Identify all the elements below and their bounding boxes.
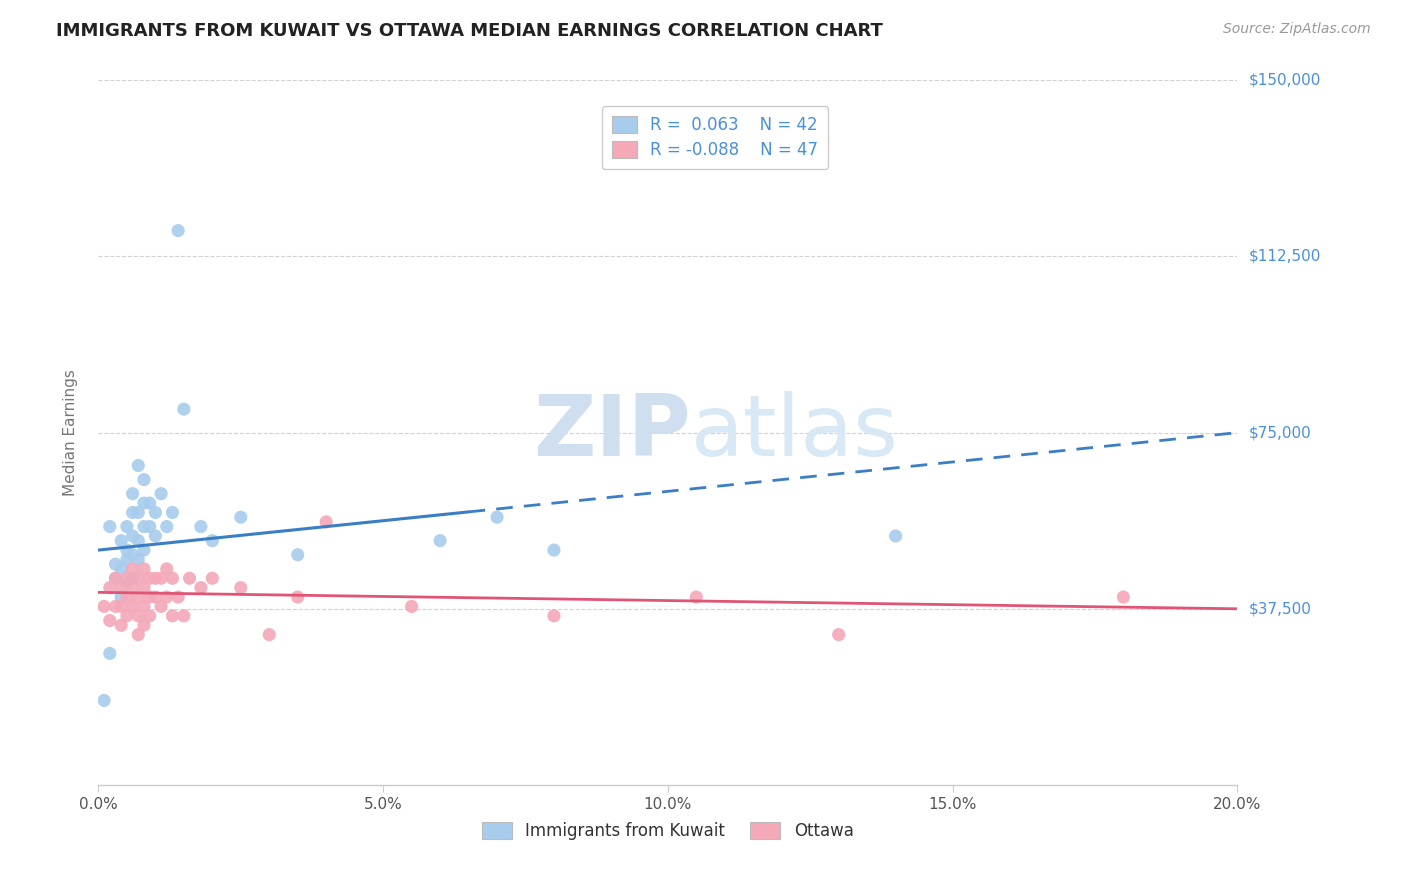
Ottawa bbox=[138, 608, 160, 623]
Immigrants from Kuwait bbox=[127, 533, 149, 548]
Text: $37,500: $37,500 bbox=[1249, 601, 1312, 616]
Ottawa bbox=[110, 581, 132, 595]
Immigrants from Kuwait bbox=[543, 543, 565, 558]
Immigrants from Kuwait bbox=[110, 533, 132, 548]
Immigrants from Kuwait bbox=[104, 557, 127, 571]
Ottawa bbox=[145, 571, 167, 585]
Ottawa bbox=[1112, 590, 1135, 604]
Immigrants from Kuwait bbox=[132, 543, 155, 558]
Text: Source: ZipAtlas.com: Source: ZipAtlas.com bbox=[1223, 22, 1371, 37]
Ottawa bbox=[127, 571, 149, 585]
Immigrants from Kuwait bbox=[93, 693, 115, 707]
Ottawa bbox=[156, 590, 179, 604]
Immigrants from Kuwait bbox=[115, 519, 138, 533]
Immigrants from Kuwait bbox=[127, 506, 149, 520]
Ottawa bbox=[162, 571, 184, 585]
Immigrants from Kuwait bbox=[132, 519, 155, 533]
Text: atlas: atlas bbox=[690, 391, 898, 475]
Immigrants from Kuwait bbox=[121, 486, 143, 500]
Immigrants from Kuwait bbox=[115, 576, 138, 591]
Ottawa bbox=[259, 627, 281, 641]
Immigrants from Kuwait bbox=[121, 506, 143, 520]
Immigrants from Kuwait bbox=[229, 510, 252, 524]
Ottawa bbox=[121, 581, 143, 595]
Immigrants from Kuwait bbox=[429, 533, 451, 548]
Immigrants from Kuwait bbox=[190, 519, 212, 533]
Ottawa bbox=[315, 515, 337, 529]
Ottawa bbox=[685, 590, 707, 604]
Ottawa bbox=[179, 571, 201, 585]
Immigrants from Kuwait bbox=[110, 562, 132, 576]
Ottawa bbox=[828, 627, 851, 641]
Ottawa bbox=[127, 608, 149, 623]
Ottawa bbox=[201, 571, 224, 585]
Text: $112,500: $112,500 bbox=[1249, 249, 1320, 264]
Immigrants from Kuwait bbox=[138, 496, 160, 510]
Immigrants from Kuwait bbox=[167, 224, 190, 238]
Ottawa bbox=[229, 581, 252, 595]
Immigrants from Kuwait bbox=[127, 552, 149, 566]
Immigrants from Kuwait bbox=[884, 529, 907, 543]
Ottawa bbox=[115, 590, 138, 604]
Immigrants from Kuwait bbox=[287, 548, 309, 562]
Ottawa bbox=[156, 562, 179, 576]
Ottawa bbox=[150, 571, 173, 585]
Immigrants from Kuwait bbox=[121, 571, 143, 585]
Ottawa bbox=[98, 614, 121, 628]
Ottawa bbox=[162, 608, 184, 623]
Immigrants from Kuwait bbox=[110, 590, 132, 604]
Immigrants from Kuwait bbox=[150, 486, 173, 500]
Ottawa bbox=[121, 599, 143, 614]
Ottawa bbox=[132, 581, 155, 595]
Ottawa bbox=[115, 608, 138, 623]
Ottawa bbox=[132, 562, 155, 576]
Ottawa bbox=[98, 581, 121, 595]
Ottawa bbox=[121, 562, 143, 576]
Ottawa bbox=[138, 590, 160, 604]
Ottawa bbox=[167, 590, 190, 604]
Immigrants from Kuwait bbox=[145, 506, 167, 520]
Immigrants from Kuwait bbox=[201, 533, 224, 548]
Immigrants from Kuwait bbox=[486, 510, 509, 524]
Ottawa bbox=[115, 571, 138, 585]
Ottawa bbox=[138, 571, 160, 585]
Y-axis label: Median Earnings: Median Earnings bbox=[63, 369, 77, 496]
Legend: Immigrants from Kuwait, Ottawa: Immigrants from Kuwait, Ottawa bbox=[475, 815, 860, 847]
Text: $150,000: $150,000 bbox=[1249, 73, 1320, 87]
Ottawa bbox=[127, 627, 149, 641]
Ottawa bbox=[132, 599, 155, 614]
Ottawa bbox=[110, 618, 132, 632]
Immigrants from Kuwait bbox=[104, 571, 127, 585]
Ottawa bbox=[190, 581, 212, 595]
Ottawa bbox=[104, 571, 127, 585]
Immigrants from Kuwait bbox=[162, 506, 184, 520]
Immigrants from Kuwait bbox=[145, 529, 167, 543]
Ottawa bbox=[401, 599, 423, 614]
Immigrants from Kuwait bbox=[121, 548, 143, 562]
Ottawa bbox=[150, 599, 173, 614]
Immigrants from Kuwait bbox=[98, 519, 121, 533]
Immigrants from Kuwait bbox=[132, 496, 155, 510]
Ottawa bbox=[104, 599, 127, 614]
Ottawa bbox=[127, 590, 149, 604]
Immigrants from Kuwait bbox=[173, 402, 195, 417]
Text: ZIP: ZIP bbox=[533, 391, 690, 475]
Immigrants from Kuwait bbox=[132, 473, 155, 487]
Text: $75,000: $75,000 bbox=[1249, 425, 1312, 440]
Ottawa bbox=[110, 599, 132, 614]
Immigrants from Kuwait bbox=[127, 458, 149, 473]
Ottawa bbox=[145, 590, 167, 604]
Immigrants from Kuwait bbox=[98, 647, 121, 661]
Immigrants from Kuwait bbox=[156, 519, 179, 533]
Ottawa bbox=[132, 618, 155, 632]
Immigrants from Kuwait bbox=[121, 529, 143, 543]
Immigrants from Kuwait bbox=[115, 543, 138, 558]
Ottawa bbox=[287, 590, 309, 604]
Ottawa bbox=[543, 608, 565, 623]
Immigrants from Kuwait bbox=[138, 519, 160, 533]
Text: IMMIGRANTS FROM KUWAIT VS OTTAWA MEDIAN EARNINGS CORRELATION CHART: IMMIGRANTS FROM KUWAIT VS OTTAWA MEDIAN … bbox=[56, 22, 883, 40]
Ottawa bbox=[93, 599, 115, 614]
Ottawa bbox=[173, 608, 195, 623]
Immigrants from Kuwait bbox=[115, 552, 138, 566]
